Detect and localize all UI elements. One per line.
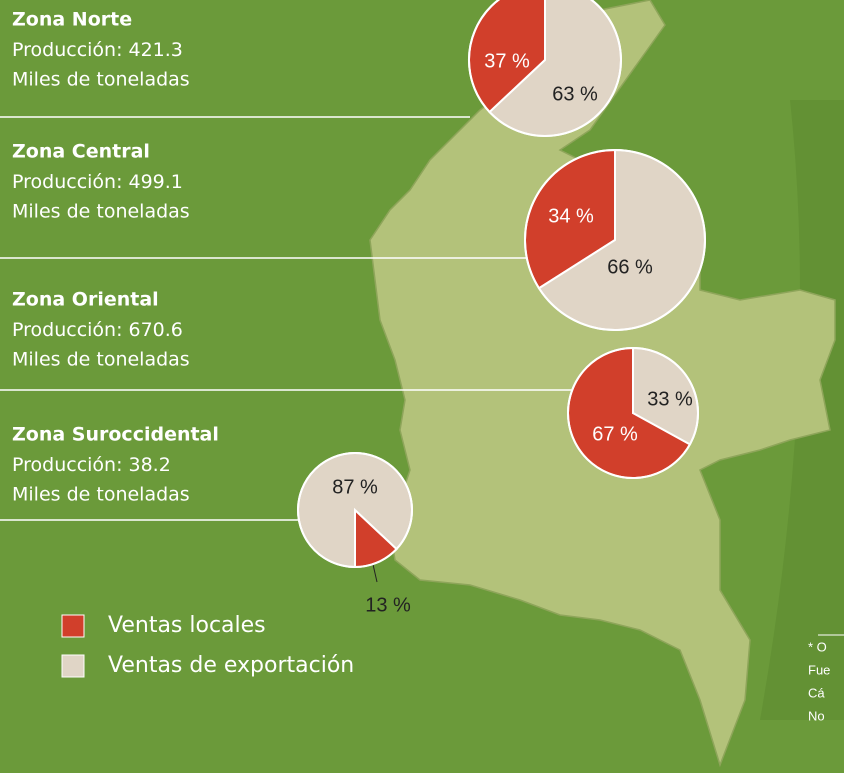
pie-border bbox=[524, 149, 706, 331]
production-value: 421.3 bbox=[128, 39, 182, 61]
pie-label: 67 % bbox=[592, 423, 638, 445]
production-label: Producción: bbox=[12, 319, 122, 341]
zone-name: Zona Oriental bbox=[12, 289, 159, 311]
pie-label: 13 % bbox=[365, 594, 411, 616]
production-value: 670.6 bbox=[128, 319, 182, 341]
production-label: Producción: bbox=[12, 39, 122, 61]
footnote: Fue bbox=[808, 662, 830, 677]
zone-name: Zona Central bbox=[12, 141, 150, 163]
legend-swatch bbox=[61, 654, 85, 678]
production-label: Producción: bbox=[12, 171, 122, 193]
legend-swatch bbox=[61, 614, 85, 638]
pie-label: 33 % bbox=[647, 388, 693, 410]
zone-production: Producción: 670.6 bbox=[12, 319, 183, 341]
zone-production: Producción: 421.3 bbox=[12, 39, 183, 61]
footnote: * O bbox=[808, 639, 827, 654]
legend-label: Ventas de exportación bbox=[108, 653, 354, 678]
zone-unit: Miles de toneladas bbox=[12, 69, 190, 91]
pie-border bbox=[297, 452, 413, 568]
zone-name: Zona Suroccidental bbox=[12, 424, 219, 446]
zone-name: Zona Norte bbox=[12, 9, 132, 31]
production-value: 499.1 bbox=[128, 171, 182, 193]
zone-unit: Miles de toneladas bbox=[12, 349, 190, 371]
footnote: No bbox=[808, 708, 825, 723]
production-value: 38.2 bbox=[128, 454, 170, 476]
pie-border bbox=[468, 0, 622, 137]
zone-production: Producción: 38.2 bbox=[12, 454, 171, 476]
pie-label: 66 % bbox=[607, 256, 653, 278]
pie-label: 87 % bbox=[332, 476, 378, 498]
pie-label: 37 % bbox=[484, 50, 530, 72]
production-label: Producción: bbox=[12, 454, 122, 476]
legend-label: Ventas locales bbox=[108, 613, 266, 638]
zone-unit: Miles de toneladas bbox=[12, 201, 190, 223]
footnote: Cá bbox=[808, 685, 825, 700]
zone-unit: Miles de toneladas bbox=[12, 484, 190, 506]
zone-production: Producción: 499.1 bbox=[12, 171, 183, 193]
pie-label: 34 % bbox=[548, 205, 594, 227]
pie-border bbox=[567, 347, 699, 479]
pie-label: 63 % bbox=[552, 83, 598, 105]
